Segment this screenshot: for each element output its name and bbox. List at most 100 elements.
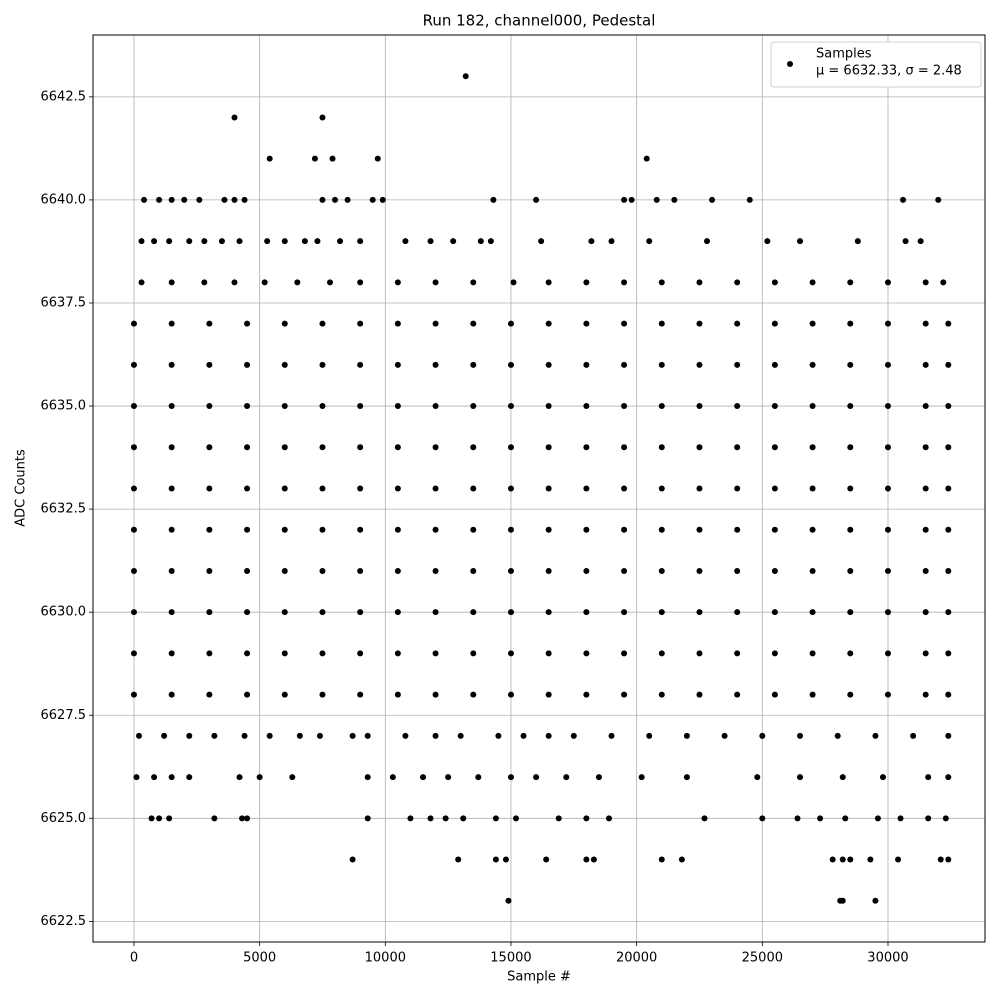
point <box>505 897 512 904</box>
point <box>244 403 251 410</box>
point <box>470 279 477 286</box>
point <box>771 279 778 286</box>
y-axis-label: ADC Counts <box>14 449 29 527</box>
point <box>130 609 137 616</box>
point <box>507 403 514 410</box>
point <box>771 609 778 616</box>
point <box>266 732 273 739</box>
point <box>369 196 376 203</box>
point <box>151 774 158 781</box>
point <box>319 526 326 533</box>
point <box>168 444 175 451</box>
point <box>590 856 597 863</box>
point <box>457 732 464 739</box>
point <box>364 774 371 781</box>
point <box>301 238 308 245</box>
point <box>658 485 665 492</box>
point <box>683 774 690 781</box>
point <box>507 320 514 327</box>
x-axis-label: Sample # <box>507 970 571 985</box>
y-tick-label: 6640.0 <box>41 192 87 207</box>
point <box>545 609 552 616</box>
point <box>168 774 175 781</box>
point <box>442 815 449 822</box>
point <box>533 196 540 203</box>
point <box>264 238 271 245</box>
point <box>244 567 251 574</box>
point <box>470 609 477 616</box>
point <box>513 815 520 822</box>
point <box>241 732 248 739</box>
point <box>847 361 854 368</box>
point <box>281 609 288 616</box>
point <box>771 567 778 574</box>
point <box>658 444 665 451</box>
point <box>797 238 804 245</box>
point <box>696 567 703 574</box>
point <box>329 155 336 162</box>
point <box>432 485 439 492</box>
point <box>545 650 552 657</box>
point <box>432 444 439 451</box>
point <box>646 238 653 245</box>
point <box>487 238 494 245</box>
point <box>545 732 552 739</box>
point <box>678 856 685 863</box>
point <box>545 567 552 574</box>
point <box>563 774 570 781</box>
point <box>809 279 816 286</box>
point <box>462 73 469 80</box>
point <box>696 361 703 368</box>
point <box>357 609 364 616</box>
point <box>658 279 665 286</box>
point <box>734 691 741 698</box>
point <box>759 815 766 822</box>
point <box>696 320 703 327</box>
point <box>872 897 879 904</box>
point <box>884 567 891 574</box>
point <box>809 691 816 698</box>
point <box>394 691 401 698</box>
point <box>186 774 193 781</box>
legend-note: μ = 6632.33, σ = 2.48 <box>816 64 962 79</box>
point <box>148 815 155 822</box>
point <box>734 650 741 657</box>
point <box>683 732 690 739</box>
point <box>332 196 339 203</box>
point <box>925 774 932 781</box>
point <box>621 320 628 327</box>
point <box>507 609 514 616</box>
point <box>621 444 628 451</box>
point <box>658 526 665 533</box>
point <box>133 774 140 781</box>
point <box>311 155 318 162</box>
point <box>130 403 137 410</box>
point <box>168 279 175 286</box>
point <box>538 238 545 245</box>
point <box>809 485 816 492</box>
point <box>432 279 439 286</box>
point <box>432 526 439 533</box>
point <box>327 279 334 286</box>
point <box>394 361 401 368</box>
point <box>945 609 952 616</box>
point <box>470 567 477 574</box>
point <box>621 609 628 616</box>
point <box>470 650 477 657</box>
point <box>734 279 741 286</box>
point <box>809 444 816 451</box>
point <box>206 361 213 368</box>
point <box>621 196 628 203</box>
point <box>658 567 665 574</box>
point <box>696 526 703 533</box>
point <box>394 444 401 451</box>
point <box>754 774 761 781</box>
point <box>507 691 514 698</box>
point <box>289 774 296 781</box>
point <box>319 485 326 492</box>
point <box>621 691 628 698</box>
point <box>357 485 364 492</box>
point <box>344 196 351 203</box>
point <box>583 485 590 492</box>
y-tick-label: 6632.5 <box>41 502 87 517</box>
